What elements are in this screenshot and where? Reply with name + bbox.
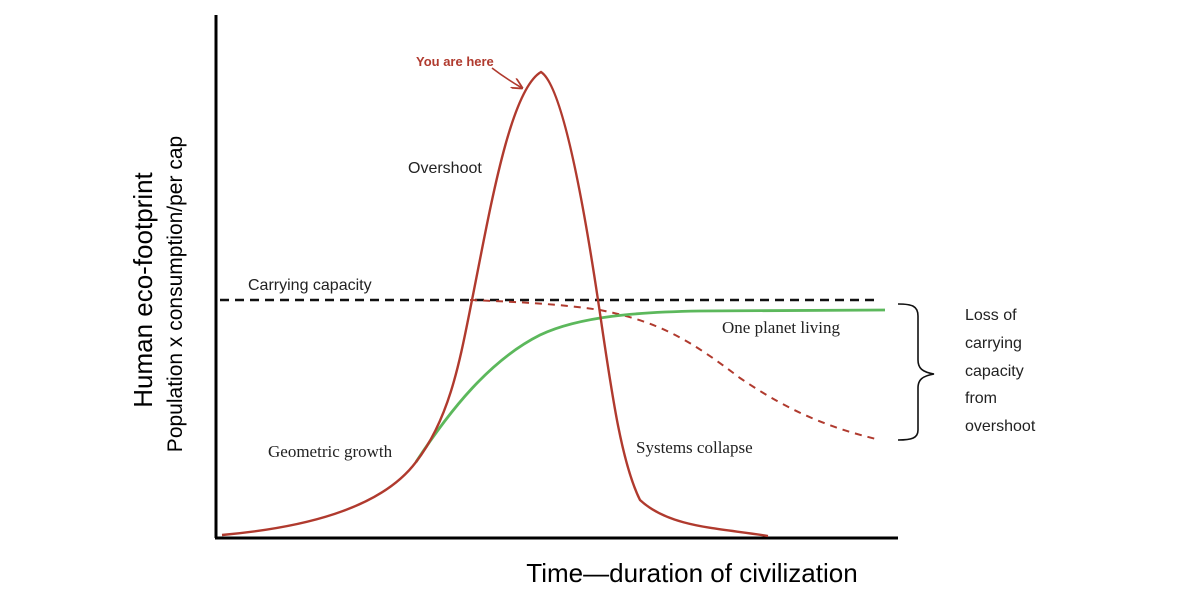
loss-label-line-2: carrying [965, 335, 1022, 352]
y-axis-title: Human eco-footprint [128, 171, 158, 407]
you-are-here-arrow [491, 67, 522, 88]
declining-capacity-curve [469, 299, 881, 441]
systems-collapse-label: Systems collapse [636, 438, 753, 457]
x-axis-title: Time—duration of civilization [526, 558, 857, 588]
overshoot-curve [221, 70, 769, 538]
loss-label-line-5: overshoot [965, 418, 1036, 435]
one-planet-living-curve [414, 308, 886, 463]
loss-brace [897, 303, 935, 441]
one-planet-living-label: One planet living [722, 318, 841, 337]
you-are-here-label: You are here [416, 54, 494, 69]
y-axis-subtitle: Population x consumption/per cap [164, 136, 187, 452]
loss-label-line-4: from [965, 390, 997, 407]
loss-label-line-3: capacity [965, 363, 1024, 380]
loss-label-line-1: Loss of [965, 307, 1017, 324]
geometric-growth-label: Geometric growth [268, 442, 393, 461]
carrying-capacity-label: Carrying capacity [248, 277, 372, 294]
overshoot-label: Overshoot [408, 160, 482, 177]
